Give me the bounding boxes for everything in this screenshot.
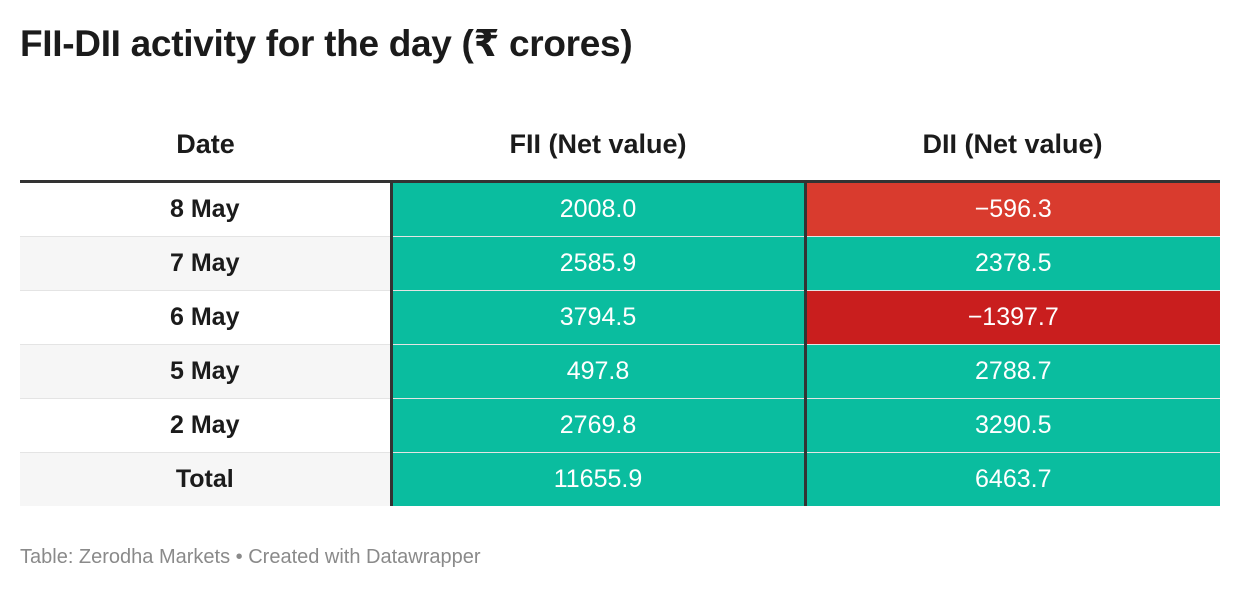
table-header-row: Date FII (Net value) DII (Net value) (20, 108, 1220, 183)
column-header-dii[interactable]: DII (Net value) (805, 108, 1220, 183)
dii-value-cell: 2378.5 (805, 236, 1220, 291)
table-row: 5 May 497.8 2788.7 (20, 344, 1220, 399)
dii-value-cell: 6463.7 (805, 452, 1220, 506)
dii-value-cell: −596.3 (805, 181, 1220, 237)
source-footer: Table: Zerodha Markets • Created with Da… (20, 546, 481, 568)
fii-value-cell: 2585.9 (391, 236, 807, 291)
date-cell: 5 May (20, 344, 393, 399)
date-cell: 8 May (20, 181, 393, 237)
fii-value-cell: 11655.9 (391, 452, 807, 506)
column-header-date[interactable]: Date (20, 108, 391, 183)
table-row: 2 May 2769.8 3290.5 (20, 398, 1220, 453)
fii-value-cell: 2769.8 (391, 398, 807, 453)
column-header-fii[interactable]: FII (Net value) (391, 108, 805, 183)
fii-value-cell: 2008.0 (391, 181, 807, 237)
table-row: 7 May 2585.9 2378.5 (20, 236, 1220, 291)
fii-value-cell: 497.8 (391, 344, 807, 399)
table-row: 8 May 2008.0 −596.3 (20, 181, 1220, 237)
dii-value-cell: −1397.7 (805, 290, 1220, 345)
dii-value-cell: 3290.5 (805, 398, 1220, 453)
table-body: 8 May 2008.0 −596.3 7 May 2585.9 2378.5 6 May 3… (20, 181, 1220, 506)
date-cell: 2 May (20, 398, 393, 453)
table-row: 6 May 3794.5 −1397.7 (20, 290, 1220, 345)
fii-dii-table: Date FII (Net value) DII (Net value) 8 M… (20, 108, 1220, 506)
table-row: Total 11655.9 6463.7 (20, 452, 1220, 506)
page-title: FII-DII activity for the day (₹ crores) (20, 23, 633, 64)
date-cell: 6 May (20, 290, 393, 345)
fii-value-cell: 3794.5 (391, 290, 807, 345)
dii-value-cell: 2788.7 (805, 344, 1220, 399)
date-cell: 7 May (20, 236, 393, 291)
date-cell: Total (20, 452, 393, 506)
